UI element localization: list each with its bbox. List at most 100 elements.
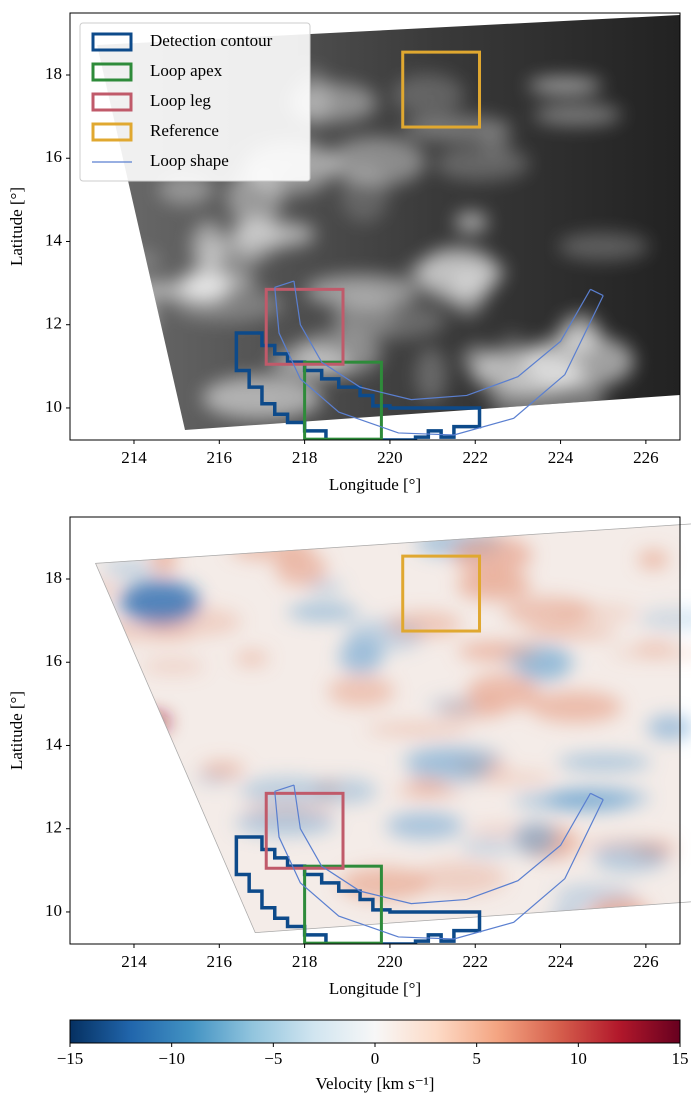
velocity-patch (387, 611, 462, 638)
velocity-patch (406, 752, 491, 785)
legend-frame (79, 22, 311, 182)
velocity-patch (142, 658, 205, 675)
y-axis-label: Latitude [°] (7, 187, 26, 266)
velocity-patch (102, 558, 156, 579)
y-tick-label: 18 (45, 568, 62, 587)
loop-edge (274, 287, 604, 436)
x-tick-label: 220 (377, 448, 403, 467)
legend-handle (91, 62, 133, 82)
velocity-patch (239, 776, 334, 805)
velocity-patch (521, 627, 618, 639)
colorbar-tick-label: −5 (264, 1049, 282, 1068)
velocity-patch (557, 753, 652, 772)
velocity-patch (451, 536, 533, 574)
map-image (95, 520, 691, 933)
loop-edge (274, 791, 604, 940)
velocity-patch (386, 811, 464, 840)
velocity-patch (275, 551, 327, 587)
intensity-patch (558, 232, 650, 261)
velocity-patch (115, 779, 173, 803)
colorbar-tick-label: 10 (570, 1049, 587, 1068)
velocity-patch (327, 675, 395, 707)
region-box (401, 554, 482, 633)
y-axis-label: Latitude [°] (7, 691, 26, 770)
velocity-patch (95, 533, 121, 546)
velocity-patch (95, 584, 119, 596)
region-box (264, 791, 345, 870)
legend: Detection contour Loop apex Loop leg Refere… (79, 22, 311, 182)
velocity-patch (608, 647, 691, 659)
loop-cap (590, 792, 604, 801)
velocity-patch (306, 581, 344, 593)
legend-label: Detection contour (150, 31, 273, 50)
colorbar-tick-label: 0 (371, 1049, 380, 1068)
y-tick-label: 18 (45, 64, 62, 83)
x-tick-label: 222 (462, 448, 488, 467)
intensity-patch (434, 146, 530, 181)
y-tick-label: 16 (45, 651, 62, 670)
colorbar-label: Velocity [km s⁻¹] (316, 1074, 435, 1093)
overlays (234, 554, 604, 944)
region-box (264, 287, 345, 366)
x-tick-label: 226 (633, 448, 659, 467)
legend-handle (91, 92, 133, 112)
y-tick-label: 14 (45, 734, 63, 753)
x-axis-label: Longitude [°] (329, 475, 421, 494)
velocity-patch (229, 536, 313, 561)
x-tick-label: 214 (121, 952, 147, 971)
velocity-patch (465, 770, 554, 786)
region-box (401, 50, 482, 129)
legend-label: Loop shape (150, 151, 229, 170)
legend-label: Reference (150, 121, 219, 140)
y-tick-label: 10 (45, 901, 62, 920)
x-tick-label: 226 (633, 952, 659, 971)
intensity-patch (97, 361, 129, 388)
loop-edge (293, 280, 591, 401)
loop-cap (274, 280, 295, 288)
intensity-patch (191, 221, 227, 272)
velocity-patch (528, 690, 623, 724)
x-tick-label: 214 (121, 448, 147, 467)
velocity-patch (151, 541, 177, 575)
velocity-patch (235, 810, 336, 836)
velocity-patch (513, 821, 558, 856)
velocity-patch (459, 835, 516, 858)
x-tick-label: 224 (548, 448, 574, 467)
colorbar-tick-label: −10 (158, 1049, 185, 1068)
loop-edge (293, 784, 591, 905)
x-tick-label: 218 (292, 448, 318, 467)
velocity-patch (120, 580, 200, 624)
x-tick-label: 218 (292, 952, 318, 971)
y-tick-label: 12 (45, 818, 62, 837)
velocity-patch (134, 714, 170, 730)
x-tick-label: 222 (462, 952, 488, 971)
velocity-patch (647, 715, 691, 740)
intensity-patch (417, 246, 500, 303)
intensity-patch (402, 115, 513, 142)
axes-frame (69, 12, 681, 441)
x-tick-label: 220 (377, 952, 403, 971)
overlays (234, 50, 604, 440)
x-tick-label: 216 (207, 448, 233, 467)
intensity-patch (393, 73, 465, 116)
legend-handle (91, 122, 133, 142)
x-tick-label: 216 (207, 952, 233, 971)
loop-cap (274, 784, 295, 792)
intensity-patch (305, 274, 420, 308)
velocity-patch (200, 761, 245, 778)
velocity-patch (406, 777, 447, 795)
velocity-patch (456, 569, 531, 601)
velocity-patch (339, 867, 429, 901)
colorbar-tick-label: −15 (57, 1049, 84, 1068)
velocity-patch (114, 772, 176, 806)
intensity-patch (533, 103, 622, 126)
velocity-patch (638, 550, 669, 569)
velocity-patch (95, 747, 162, 781)
velocity-patch (589, 898, 651, 932)
loop-cap (590, 288, 604, 297)
velocity-patch (366, 723, 470, 736)
intensity-patch (332, 291, 395, 341)
legend-label: Loop leg (150, 91, 211, 110)
y-tick-label: 12 (45, 314, 62, 333)
